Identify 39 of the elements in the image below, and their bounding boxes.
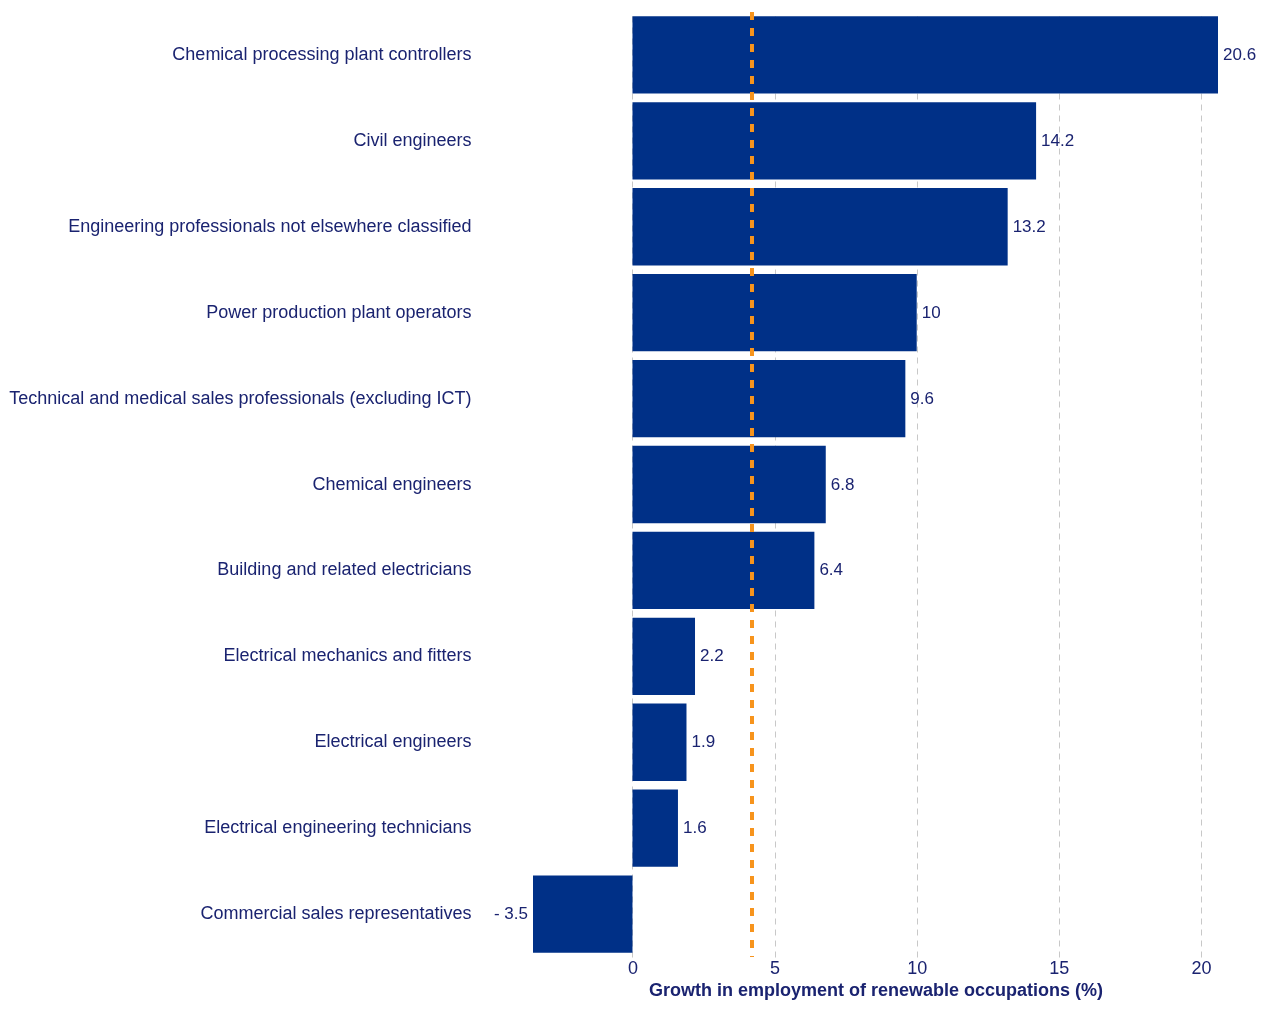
bar <box>533 875 633 953</box>
data-label: 1.6 <box>682 818 707 838</box>
data-label: 1.9 <box>691 732 716 752</box>
bar <box>632 188 1008 266</box>
x-tick-label: 20 <box>1191 957 1212 978</box>
bar <box>632 274 917 352</box>
x-tick-label: 15 <box>1049 957 1070 978</box>
x-axis-title: Growth in employment of renewable occupations (%) <box>648 979 1104 1000</box>
data-label: 20.6 <box>1223 44 1257 64</box>
y-tick-label: Technical and medical sales professionals (excluding ICT) <box>9 387 472 408</box>
y-tick-label: Building and related electricians <box>217 559 472 580</box>
bar <box>632 617 696 695</box>
x-tick-label: 5 <box>770 957 781 978</box>
data-label: 9.6 <box>910 388 934 408</box>
y-tick-label: Electrical engineers <box>314 731 472 752</box>
bar <box>632 789 678 867</box>
y-tick-label: Chemical processing plant controllers <box>172 43 472 64</box>
data-label: 6.4 <box>819 560 844 580</box>
bar <box>632 445 826 524</box>
y-tick-label: Electrical mechanics and fitters <box>223 645 472 666</box>
y-tick-label: Civil engineers <box>353 129 472 150</box>
data-label: 10 <box>921 302 941 322</box>
y-tick-label: Electrical engineering technicians <box>204 817 472 838</box>
data-label: - 3.5 <box>493 904 528 924</box>
bar <box>632 359 906 438</box>
x-tick-label: 0 <box>627 957 638 978</box>
y-tick-label: Chemical engineers <box>312 473 472 494</box>
x-tick-label: 10 <box>907 957 928 978</box>
y-tick-label: Commercial sales representatives <box>200 903 472 924</box>
bar <box>632 531 815 610</box>
bar <box>632 102 1037 180</box>
data-label: 6.8 <box>830 474 855 494</box>
bar <box>632 703 687 781</box>
data-label: 13.2 <box>1012 216 1046 236</box>
y-tick-label: Engineering professionals not elsewhere classified <box>68 215 472 236</box>
y-tick-label: Power production plant operators <box>206 301 472 322</box>
data-label: 14.2 <box>1041 130 1075 150</box>
bar <box>632 16 1218 94</box>
data-label: 2.2 <box>700 646 724 666</box>
